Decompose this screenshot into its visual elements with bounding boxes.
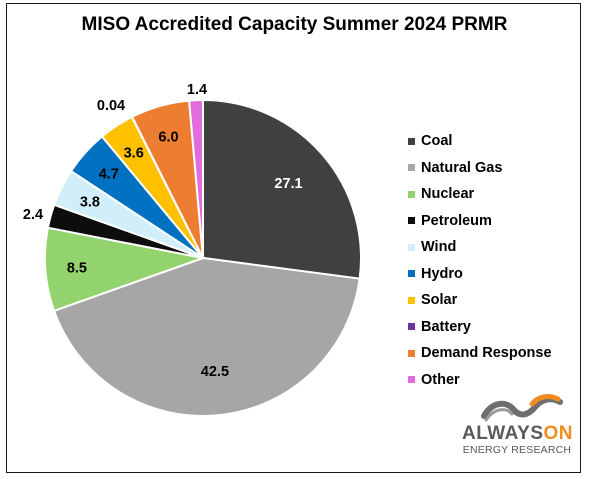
logo-subtitle: ENERGY RESEARCH <box>462 444 572 456</box>
logo-wordmark: ALWAYSON <box>462 423 573 445</box>
legend-swatch <box>408 190 415 198</box>
legend-swatch <box>408 137 415 145</box>
pie-slice-natural-gas <box>52 256 361 417</box>
data-label-coal: 27.1 <box>274 176 302 192</box>
chart-title: MISO Accredited Capacity Summer 2024 PRM… <box>81 14 508 35</box>
legend-label: Solar <box>421 292 458 309</box>
legend-item-other: Other <box>408 367 552 394</box>
chart-legend: Coal Natural Gas Nuclear Petroleum Wind Hydro… <box>408 128 552 393</box>
legend-label: Natural Gas <box>421 159 503 176</box>
data-label-wind: 3.8 <box>80 195 100 211</box>
legend-item-natural-gas: Natural Gas <box>408 155 552 182</box>
data-label-nuclear: 8.5 <box>67 260 87 276</box>
logo-swoosh-icon <box>481 394 563 422</box>
logo-word-accent: ON <box>543 423 573 444</box>
legend-swatch <box>408 217 415 225</box>
data-label-battery: 0.04 <box>97 98 125 114</box>
legend-label: Wind <box>421 239 457 256</box>
legend-label: Petroleum <box>421 212 492 229</box>
data-label-other: 1.4 <box>187 82 207 98</box>
legend-item-petroleum: Petroleum <box>408 208 552 235</box>
legend-swatch <box>408 296 415 304</box>
legend-label: Other <box>421 371 460 388</box>
legend-item-coal: Coal <box>408 128 552 155</box>
legend-label: Hydro <box>421 265 463 282</box>
legend-item-battery: Battery <box>408 314 552 341</box>
legend-label: Nuclear <box>421 186 475 203</box>
pie-slice-other <box>188 98 204 259</box>
data-label-solar: 3.6 <box>124 145 144 161</box>
legend-label: Coal <box>421 133 453 150</box>
legend-item-wind: Wind <box>408 234 552 261</box>
data-label-hydro: 4.7 <box>99 167 119 183</box>
data-label-demand-response: 6.0 <box>158 129 178 145</box>
pie-slice-nuclear <box>44 226 207 313</box>
legend-swatch <box>408 376 415 384</box>
logo-word-main: ALWAYS <box>462 423 544 444</box>
legend-swatch <box>408 270 415 278</box>
legend-item-nuclear: Nuclear <box>408 181 552 208</box>
legend-item-demand-response: Demand Response <box>408 340 552 367</box>
alwayson-logo: ALWAYSON ENERGY RESEARCH <box>462 392 573 462</box>
data-label-petroleum: 2.4 <box>23 207 43 223</box>
legend-label: Demand Response <box>421 345 552 362</box>
legend-item-hydro: Hydro <box>408 261 552 288</box>
legend-swatch <box>408 323 415 331</box>
legend-item-solar: Solar <box>408 287 552 314</box>
data-label-natural-gas: 42.5 <box>201 364 229 380</box>
legend-label: Battery <box>421 318 471 335</box>
pie-slice-coal <box>202 98 362 280</box>
legend-swatch <box>408 349 415 357</box>
legend-swatch <box>408 164 415 172</box>
legend-swatch <box>408 243 415 251</box>
